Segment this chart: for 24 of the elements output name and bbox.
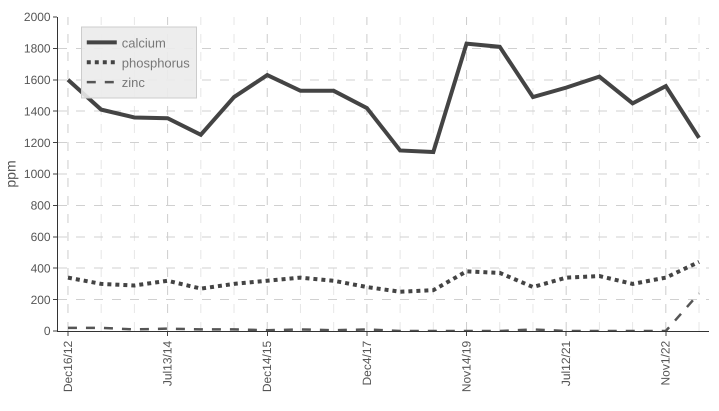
- y-tick-label: 2000: [24, 10, 51, 24]
- x-tick-label: Nov14/19: [459, 340, 474, 392]
- y-tick-label: 1200: [24, 136, 51, 150]
- y-tick-label: 1600: [24, 73, 51, 87]
- y-tick-label: 800: [30, 198, 51, 213]
- y-tick-label: 1000: [24, 167, 51, 182]
- y-tick-label: 200: [30, 292, 51, 307]
- line-series: [66, 260, 702, 294]
- legend-label: zinc: [122, 75, 146, 90]
- x-tick-label: Dec14/15: [260, 340, 274, 392]
- y-tick-label: 600: [30, 230, 51, 244]
- x-tick-label: Dec4/17: [360, 340, 374, 386]
- legend-label: phosphorus: [122, 55, 190, 70]
- y-tick-label: 1800: [24, 42, 51, 56]
- line-series: [66, 292, 700, 331]
- y-tick-label: 0: [44, 324, 51, 338]
- y-tick-label: 1400: [24, 104, 51, 118]
- x-tick-label: Nov1/22: [658, 340, 673, 386]
- legend-label: calcium: [122, 35, 166, 50]
- y-tick-label: 400: [30, 261, 51, 276]
- x-tick-label: Dec16/12: [60, 340, 75, 392]
- y-axis-title: ppm: [2, 160, 18, 188]
- x-tick-label: Jul12/21: [559, 340, 574, 386]
- x-tick-label: Jul13/14: [160, 340, 175, 386]
